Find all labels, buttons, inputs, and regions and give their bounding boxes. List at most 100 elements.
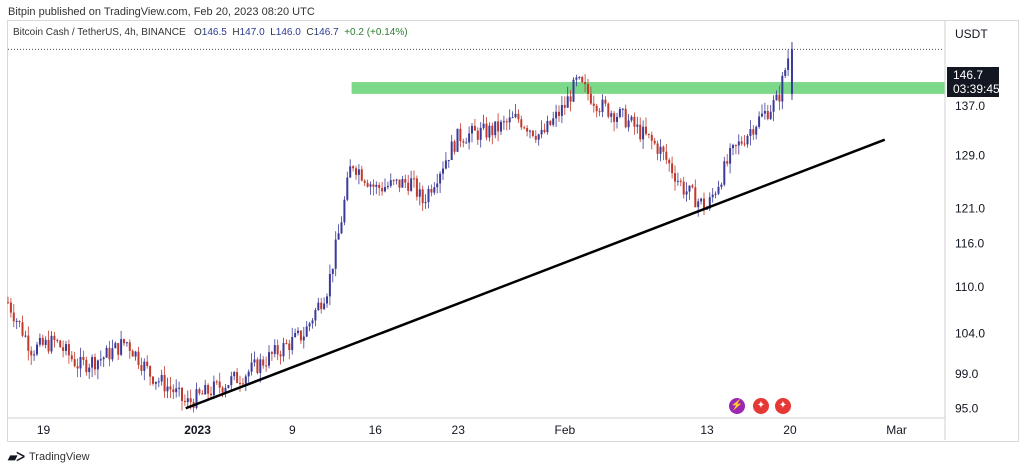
candle-body xyxy=(645,126,647,134)
candle-body xyxy=(761,113,763,117)
candle-body xyxy=(360,169,363,181)
date-tick-6: 13 xyxy=(700,423,714,437)
publisher-line: Bitpin published on TradingView.com, Feb… xyxy=(8,6,315,18)
candle-body xyxy=(288,343,291,351)
candle-body xyxy=(85,359,88,373)
candle-body xyxy=(262,359,265,366)
candle-body xyxy=(627,120,630,128)
candle-body xyxy=(714,193,717,195)
candle-body xyxy=(123,339,125,344)
candle-body xyxy=(30,350,33,356)
price-axis: 137.0 129.0 121.0 116.0 110.0 104.0 99.0 95.0 xyxy=(955,99,985,415)
candle-body xyxy=(56,339,59,341)
candle-body xyxy=(746,135,749,145)
candle-body xyxy=(679,180,682,182)
candle-body xyxy=(270,352,273,354)
candle-body xyxy=(172,389,175,393)
candle-body xyxy=(198,389,201,394)
legend-symbol: Bitcoin Cash / TetherUS, 4h, BINANCE xyxy=(13,27,186,38)
candle-body xyxy=(758,116,761,127)
tradingview-logo-icon: ▰ᐳ xyxy=(8,450,25,464)
price-tick-4: 110.0 xyxy=(955,280,984,294)
candle-body xyxy=(711,194,714,198)
candle-body xyxy=(128,342,131,351)
us-flag-event-icon[interactable]: ✦ xyxy=(753,398,769,414)
us-flag-event-icon-2[interactable]: ✦ xyxy=(775,398,791,414)
candle-body xyxy=(517,113,520,120)
candle-body xyxy=(647,133,650,135)
candle-body xyxy=(140,365,143,371)
candle-body xyxy=(96,360,99,370)
candle-body xyxy=(346,177,349,200)
candle-body xyxy=(27,335,30,351)
candle-body xyxy=(163,374,166,392)
candle-body xyxy=(471,125,473,134)
candle-body xyxy=(488,125,491,138)
candle-body xyxy=(221,387,224,393)
candle-body xyxy=(433,187,436,193)
candle-body xyxy=(558,111,560,116)
candle-body xyxy=(555,111,558,119)
candle-body xyxy=(152,376,154,384)
candle-body xyxy=(375,184,378,187)
candle-body xyxy=(578,77,581,79)
candle-body xyxy=(102,357,105,360)
candles xyxy=(7,42,793,413)
candle-body xyxy=(494,121,497,136)
candle-body xyxy=(302,336,305,341)
candle-body xyxy=(531,130,534,136)
candle-body xyxy=(369,184,372,187)
candle-body xyxy=(523,127,526,129)
candle-body xyxy=(279,354,282,357)
candle-body xyxy=(511,117,514,119)
candle-body xyxy=(65,344,67,351)
candle-body xyxy=(485,123,488,138)
legend-change: +0.2 (+0.14%) xyxy=(344,27,408,38)
candle-body xyxy=(105,347,108,358)
date-tick-4: 23 xyxy=(452,423,466,437)
candle-body xyxy=(178,387,181,389)
date-tick-5: Feb xyxy=(555,423,576,437)
candle-body xyxy=(230,376,233,386)
candle-body xyxy=(210,393,212,396)
candle-body xyxy=(276,345,279,355)
candle-body xyxy=(94,357,96,370)
candle-body xyxy=(82,356,85,360)
candle-body xyxy=(378,184,381,189)
candle-body xyxy=(442,168,444,174)
candle-body xyxy=(181,387,183,401)
bolt-event-icon[interactable]: ⚡ xyxy=(729,398,745,414)
candle-body xyxy=(459,128,462,142)
price-tick-6: 99.0 xyxy=(955,367,979,381)
candle-body xyxy=(613,113,616,122)
candle-body xyxy=(9,302,12,313)
candle-body xyxy=(624,108,627,128)
candle-body xyxy=(598,111,601,113)
candle-body xyxy=(67,344,70,356)
last-price-tag: 146.7 03:39:45 xyxy=(947,67,1000,97)
candle-body xyxy=(15,320,18,322)
candle-body xyxy=(154,381,157,384)
candle-body xyxy=(636,124,639,127)
candle-body xyxy=(328,273,331,297)
candle-body xyxy=(479,127,482,140)
candle-body xyxy=(575,77,578,80)
candle-body xyxy=(41,337,44,345)
candle-body xyxy=(265,365,268,367)
price-tick-7: 95.0 xyxy=(955,401,979,415)
candle-body xyxy=(215,381,218,383)
candle-body xyxy=(740,141,743,144)
candle-body xyxy=(453,141,456,152)
candle-body xyxy=(273,345,276,354)
candle-body xyxy=(111,348,114,360)
candle-body xyxy=(642,126,645,140)
candle-body xyxy=(413,178,415,180)
candle-body xyxy=(529,130,531,132)
candle-body xyxy=(691,185,694,188)
currency-label[interactable]: USDT xyxy=(955,27,988,41)
candle-body xyxy=(160,374,163,382)
candle-body xyxy=(239,382,241,384)
candle-body xyxy=(314,310,317,321)
candle-body xyxy=(166,386,169,392)
